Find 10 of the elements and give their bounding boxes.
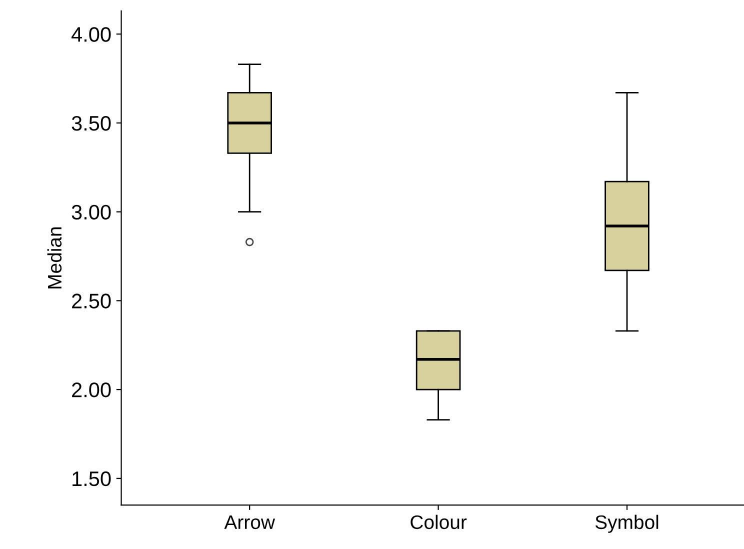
- x-tick-label: Colour: [410, 514, 467, 530]
- y-axis-title: Median: [47, 227, 62, 288]
- y-tick-label: 2.50: [72, 294, 111, 308]
- y-tick-label: 3.00: [72, 204, 111, 220]
- y-tick-label: 1.50: [72, 471, 111, 486]
- x-tick-label: Arrow: [224, 516, 276, 530]
- y-tick-label: 3.50: [72, 116, 111, 131]
- y-tick-label: 4.00: [71, 27, 111, 42]
- x-tick-label: Symbol: [595, 514, 658, 533]
- y-tick-label: 2.00: [72, 382, 111, 398]
